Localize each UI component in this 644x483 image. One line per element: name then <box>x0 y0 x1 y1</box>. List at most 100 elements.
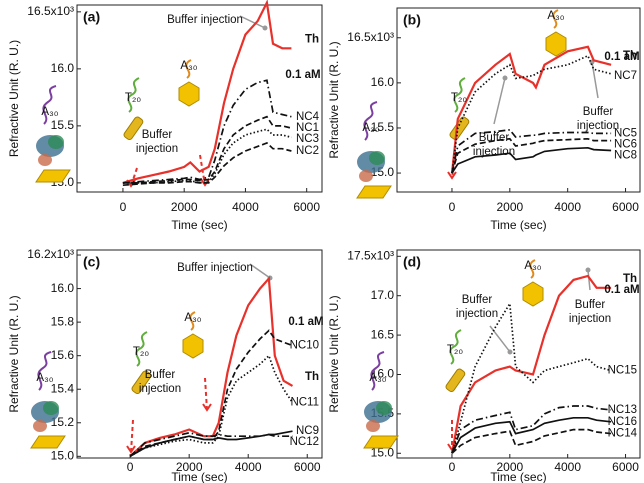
dna-strand <box>529 259 536 279</box>
x-tick-label: 6000 <box>293 200 320 214</box>
illustration <box>30 351 66 449</box>
y-tick-label: 15.0 <box>51 448 75 462</box>
annotation: 0.1 aM <box>604 284 639 296</box>
pointer-head <box>502 75 508 81</box>
annotation: Buffer <box>479 132 510 144</box>
cell-cluster <box>43 401 59 415</box>
series-line <box>122 79 292 184</box>
panel-label: (b) <box>403 12 421 28</box>
series-label: NC12 <box>290 436 319 448</box>
illustration <box>363 351 399 449</box>
dna-strand <box>185 59 192 79</box>
series-label: NC5 <box>614 127 637 139</box>
dna-strand <box>42 85 57 125</box>
series-line <box>122 142 292 187</box>
series-line <box>451 300 612 454</box>
series-line <box>122 115 292 184</box>
dna-strand <box>370 351 385 391</box>
y-tick-label: 15.0 <box>371 445 395 459</box>
dna-strand <box>37 351 52 391</box>
y-tick-label: 15.5 <box>371 120 395 134</box>
series-label: NC4 <box>296 111 320 123</box>
x-tick-label: 4000 <box>235 460 262 474</box>
series-label: NC13 <box>608 404 637 416</box>
gold-particle <box>182 333 204 359</box>
series-line <box>451 405 612 454</box>
dna-strand <box>449 329 462 365</box>
x-axis-title: Time (sec) <box>490 218 546 232</box>
pointer-arrow <box>239 15 266 29</box>
series-line <box>451 128 612 174</box>
pointer-arrow <box>249 263 271 279</box>
series-label: NC15 <box>608 365 637 377</box>
x-tick-label: 0 <box>127 460 134 474</box>
gold-particle <box>522 281 544 307</box>
x-axis-title: Time (sec) <box>171 470 227 483</box>
annotation: Buffer injection <box>167 14 243 26</box>
annotation: A₃₀ <box>36 372 53 384</box>
series-label: NC8 <box>614 149 637 161</box>
dna-strand <box>189 311 196 331</box>
y-axis-title: Refractive Unit (R. U.) <box>7 40 21 157</box>
y-tick-label: 17.5x10³ <box>347 248 394 262</box>
annotation: T₂₀ <box>451 92 467 104</box>
x-tick-label: 6000 <box>612 200 639 214</box>
series-label: NC10 <box>290 340 319 352</box>
pointer-head <box>585 267 591 273</box>
x-tick-label: 4000 <box>232 200 259 214</box>
series-label: NC2 <box>296 145 319 157</box>
series-label: NC16 <box>608 416 637 428</box>
series-label: Th <box>623 273 637 285</box>
gold-rod <box>131 370 152 395</box>
series-line <box>450 274 612 454</box>
illustration <box>182 311 204 359</box>
x-tick-label: 6000 <box>294 460 321 474</box>
annotation: injection <box>473 146 515 158</box>
gold-rod <box>449 116 470 141</box>
series-label: NC14 <box>608 428 638 440</box>
annotation: injection <box>456 308 498 320</box>
gold-particle <box>178 81 200 107</box>
x-tick-label: 2000 <box>176 460 203 474</box>
illustration <box>356 101 392 199</box>
panel-label: (c) <box>83 254 100 270</box>
y-tick-label: 15.4 <box>51 381 75 395</box>
x-tick-label: 6000 <box>612 460 639 474</box>
gold-rod <box>445 368 466 393</box>
panel-label: (d) <box>403 254 421 270</box>
gold-rod <box>123 116 144 141</box>
gold-particle <box>545 31 567 57</box>
annotation: 0.1 aM <box>285 69 320 81</box>
y-tick-label: 16.5x10³ <box>27 4 74 18</box>
annotation: A₃₀ <box>180 60 197 72</box>
x-tick-label: 0 <box>120 200 127 214</box>
series-line <box>451 54 612 174</box>
annotation: A₃₀ <box>524 260 541 272</box>
cell-cluster <box>38 154 52 166</box>
dna-strand <box>363 101 378 141</box>
pointer-arrow <box>493 77 506 125</box>
annotation: injection <box>139 383 181 395</box>
annotation: A₃₀ <box>547 10 564 22</box>
cell-cluster <box>359 170 373 182</box>
illustration <box>449 77 470 141</box>
annotation: T₂₀ <box>125 92 141 104</box>
injection-arrow <box>204 377 208 411</box>
annotation: Buffer injection <box>177 262 253 274</box>
cell-cluster <box>376 401 392 415</box>
series-label: Th <box>305 371 319 383</box>
y-tick-label: 16.5 <box>371 327 395 341</box>
series-label: NC3 <box>296 133 319 145</box>
plot-frame <box>76 4 323 193</box>
series-label: Th <box>623 50 637 62</box>
illustration <box>445 329 466 393</box>
cell-cluster <box>33 420 47 432</box>
cell-cluster <box>48 135 64 149</box>
series-label: NC11 <box>290 397 319 409</box>
x-tick-label: 4000 <box>554 460 581 474</box>
plot-frame <box>76 249 323 459</box>
y-tick-label: 15.2 <box>51 415 75 429</box>
pointer-arrow <box>489 325 511 353</box>
annotation: 0.1 aM <box>288 316 323 328</box>
